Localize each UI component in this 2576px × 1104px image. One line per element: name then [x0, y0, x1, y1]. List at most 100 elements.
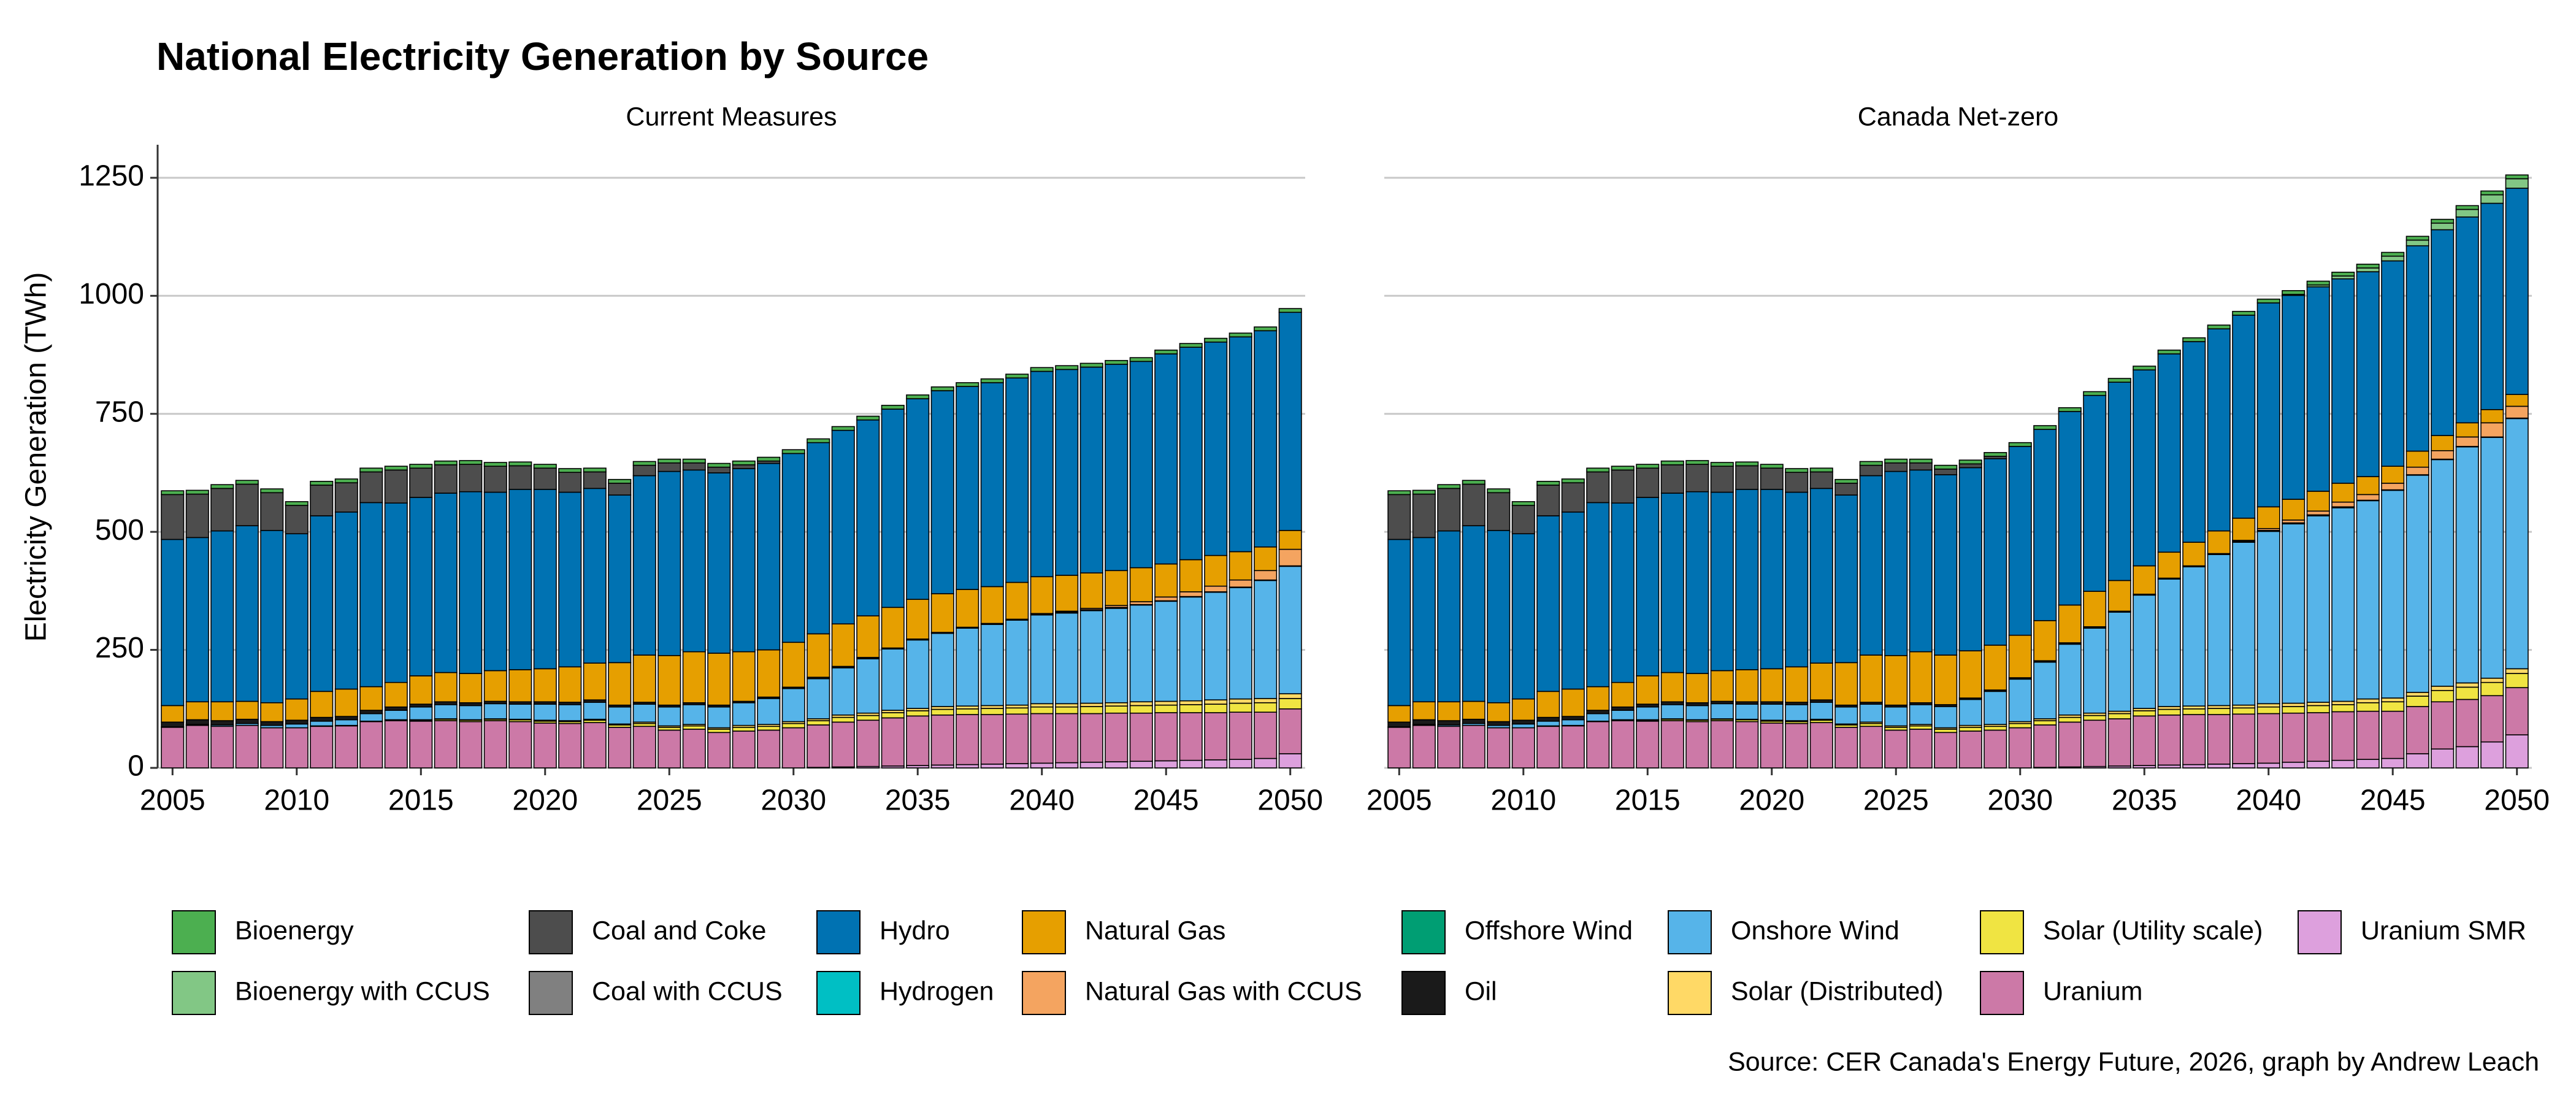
bar-segment [1055, 706, 1079, 715]
x-tick-label: 2045 [2360, 784, 2426, 817]
bar-segment [657, 729, 681, 769]
bar-segment [657, 655, 681, 706]
bar-segment [657, 462, 681, 472]
bar-segment [1254, 757, 1278, 769]
bar-segment [2455, 686, 2479, 700]
bar-segment [2381, 466, 2405, 484]
bar-segment [185, 724, 209, 769]
bar-segment [2381, 697, 2405, 703]
bar-segment [2431, 689, 2455, 703]
bar-segment [1079, 610, 1103, 704]
bar-segment [1179, 343, 1203, 348]
bar-segment [2282, 499, 2306, 521]
bar-segment [1884, 462, 1908, 472]
bar-segment [1934, 474, 1958, 656]
bar-segment [657, 706, 681, 727]
bar-segment [1387, 490, 1411, 496]
bar-segment [310, 716, 334, 722]
bar-segment [1412, 493, 1436, 539]
bar-segment [558, 468, 582, 473]
bar-segment [2480, 681, 2504, 697]
bar-segment [2356, 759, 2380, 769]
bar-segment [583, 662, 607, 700]
bar-segment [1561, 688, 1585, 717]
bar-segment [260, 702, 284, 723]
bar-segment [384, 466, 408, 471]
bar-segment [359, 471, 383, 504]
bar-segment [161, 494, 185, 540]
bar-segment [1129, 712, 1153, 762]
bar-segment [1437, 530, 1461, 703]
bar-segment [1204, 554, 1228, 587]
y-tick-label: 250 [95, 632, 144, 664]
bar-segment [1785, 704, 1809, 721]
bar-segment [1105, 608, 1129, 703]
bar-segment [310, 726, 334, 769]
bar-segment [2331, 501, 2355, 508]
bar-segment [1934, 468, 1958, 475]
bar-segment [2455, 746, 2479, 769]
bar-segment [1685, 705, 1709, 721]
bar-segment [384, 720, 408, 769]
bar-segment [956, 627, 979, 707]
bar-segment [906, 715, 930, 766]
bar-segment [1611, 720, 1635, 769]
bar-segment [285, 719, 309, 725]
bar-segment [210, 720, 234, 726]
bar-segment [1437, 701, 1461, 721]
bar-segment [1586, 502, 1610, 688]
bar-segment [707, 706, 731, 729]
bar-segment [2306, 712, 2330, 762]
bar-segment [2331, 700, 2355, 705]
bar-segment [508, 465, 532, 490]
bar-segment [2381, 483, 2405, 491]
bar-segment [1229, 759, 1252, 769]
bar-segment [2381, 710, 2405, 759]
legend-key [1022, 910, 1066, 954]
x-tick-label: 2050 [1257, 784, 1323, 817]
bar-segment [1809, 471, 1833, 489]
bar-segment [1229, 702, 1252, 713]
bar-segment [1254, 702, 1278, 713]
bar-segment [1586, 467, 1610, 473]
bar-segment [2207, 324, 2231, 329]
bar-segment [1437, 726, 1461, 769]
bar-segment [161, 727, 185, 769]
x-tick-label: 2005 [140, 784, 205, 817]
bar-segment [508, 489, 532, 670]
bar-segment [1154, 350, 1178, 355]
bar-segment [2306, 491, 2330, 512]
bar-segment [682, 651, 706, 703]
bar-segment [1005, 713, 1029, 764]
bar-segment [1030, 762, 1054, 769]
bar-segment [2455, 682, 2479, 688]
legend-label: Coal and Coke [592, 916, 766, 945]
bar-segment [807, 438, 830, 443]
x-tick-label: 2010 [1490, 784, 1556, 817]
bar-segment [2182, 542, 2206, 567]
bar-segment [2157, 350, 2181, 355]
bar-segment [235, 483, 259, 526]
bar-segment [310, 691, 334, 718]
bar-segment [1278, 312, 1302, 531]
bar-segment [409, 464, 433, 469]
bar-segment [210, 484, 234, 489]
legend-label: Coal with CCUS [592, 976, 783, 1006]
bar-segment [558, 704, 582, 721]
bar-segment [210, 530, 234, 703]
bar-segment [2455, 446, 2479, 684]
bar-segment [732, 727, 756, 732]
bar-segment [1387, 727, 1411, 769]
bar-segment [2405, 239, 2429, 247]
bar-segment [980, 378, 1004, 383]
bar-segment [1536, 515, 1560, 692]
bar-segment [657, 470, 681, 656]
bar-segment [1154, 353, 1178, 565]
bar-segment [1030, 706, 1054, 715]
bar-segment [856, 415, 880, 421]
bar-segment [2107, 381, 2131, 581]
bar-segment [359, 713, 383, 722]
bar-segment [1204, 703, 1228, 713]
bar-segment [1487, 702, 1511, 723]
bar-segment [2405, 245, 2429, 452]
